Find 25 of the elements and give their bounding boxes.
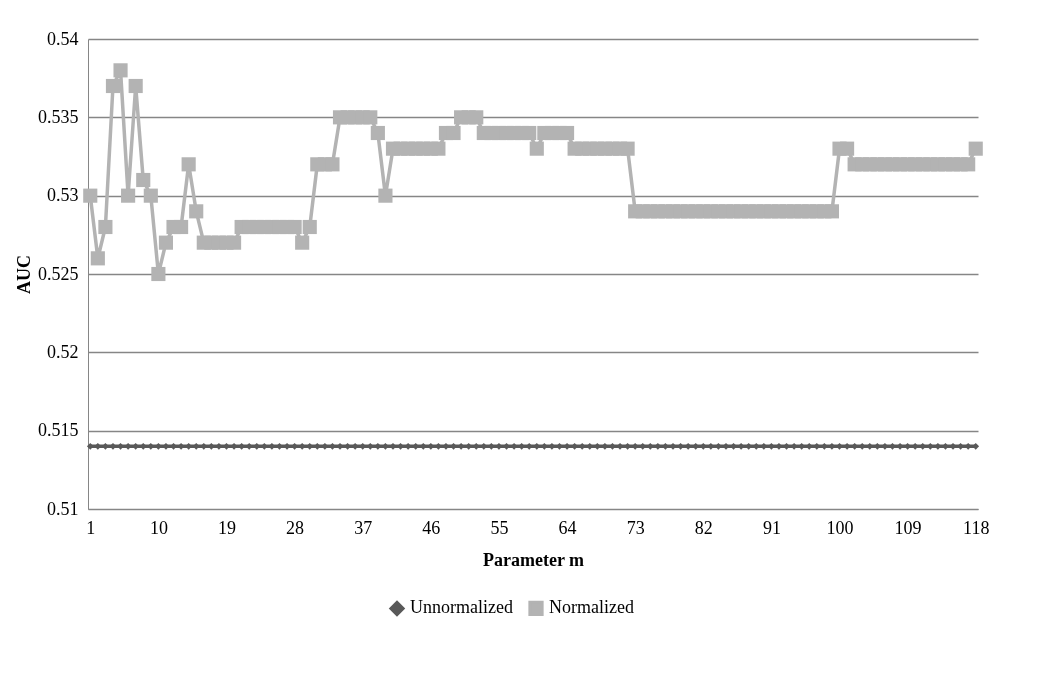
y-tick-label: 0.535 <box>38 106 79 127</box>
x-tick-label: 46 <box>422 517 441 538</box>
x-axis-title: Parameter m <box>482 549 585 570</box>
x-tick-label: 37 <box>354 517 373 538</box>
x-tick-label: 73 <box>626 517 645 538</box>
x-tick-label: 64 <box>558 517 577 538</box>
y-tick-label: 0.51 <box>47 498 79 519</box>
x-tick-label: 109 <box>894 517 922 538</box>
y-tick-label: 0.53 <box>47 185 79 206</box>
x-tick-label: 118 <box>963 517 990 538</box>
y-tick-label: 0.54 <box>47 28 79 49</box>
x-tick-label: 10 <box>149 517 168 538</box>
legend-label: Normalized <box>549 597 634 618</box>
x-tick-label: 1 <box>86 517 96 538</box>
y-tick-label: 0.525 <box>38 263 79 284</box>
x-tick-label: 28 <box>286 517 305 538</box>
y-tick-label: 0.52 <box>47 341 79 362</box>
x-tick-label: 55 <box>490 517 509 538</box>
legend-label: Unnormalized <box>410 597 513 618</box>
y-axis-title: AUC <box>14 255 34 294</box>
x-tick-label: 19 <box>217 517 236 538</box>
x-tick-label: 82 <box>694 517 713 538</box>
x-tick-label: 100 <box>826 517 854 538</box>
x-tick-label: 91 <box>762 517 781 538</box>
y-tick-label: 0.515 <box>38 420 79 441</box>
